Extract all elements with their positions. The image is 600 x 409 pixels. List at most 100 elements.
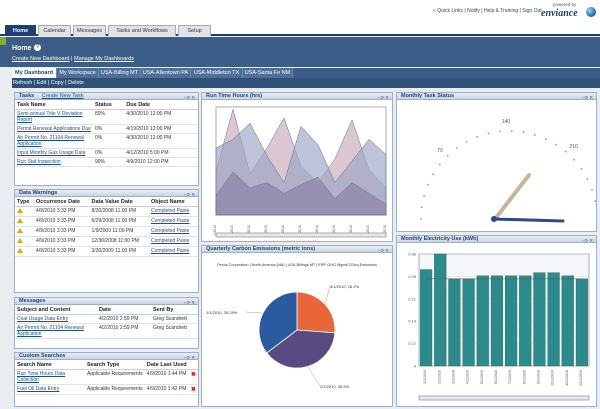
tab-home[interactable]: Home — [5, 25, 36, 36]
x-tick-label: 12/1/2010 — [579, 370, 583, 386]
x-tick-label: 10/2010 — [366, 225, 370, 238]
x-tick-label: 11/2010 — [383, 225, 387, 237]
tasks-panel: Tasks Create New Task ▫⟳✕ Task Name Stat… — [14, 92, 199, 186]
panel-controls[interactable]: ▫⟳✕ — [183, 95, 196, 100]
x-tick-label: 11/1/2010 — [565, 370, 569, 386]
warning-icon — [15, 246, 34, 257]
dash-tab-allentown[interactable]: USA-Allentown PA — [141, 68, 191, 78]
page-title: Home — [12, 45, 32, 52]
dash-tab-billing[interactable]: USA-Billing MT — [99, 68, 141, 78]
messages-panel: Messages ▫⟳✕ Subject and Content Date Se… — [14, 297, 199, 349]
gauge-dot — [432, 173, 435, 176]
warning-icon — [15, 206, 34, 217]
table-row[interactable]: Semi-annual Title V Deviation Report 80%… — [15, 109, 198, 125]
bar — [420, 269, 433, 367]
delete-icon[interactable]: ✖ — [188, 384, 198, 395]
table-row[interactable]: Fuel Oil Data Entry Applicable Requireme… — [15, 384, 198, 395]
delete-link[interactable]: Delete — [68, 80, 84, 86]
x-tick-label: 6/1/2010 — [494, 370, 498, 384]
panel-controls[interactable]: ▫⟳✕ — [183, 192, 196, 197]
table-row[interactable]: 4/9/2010 3:33 PM 8/30/2008 11:00 PM Comp… — [15, 206, 198, 217]
chart-scrollbar — [215, 232, 387, 238]
panel-controls[interactable]: ▫⟳✕ — [377, 248, 390, 253]
runtime-header: Run Time Hours (hrs) ▫⟳✕ — [202, 93, 392, 100]
x-tick-label: 1/1/2010 — [423, 370, 427, 384]
x-tick-label: 4/1/2010 — [466, 370, 470, 384]
dash-tab-santa-fe[interactable]: USA-Santa Fe NM — [243, 68, 293, 78]
panel-controls[interactable]: ▫⟳✕ — [183, 355, 196, 360]
gauge-dot — [580, 168, 583, 170]
panel-controls[interactable]: ▫⟳✕ — [581, 238, 594, 243]
gauge-dot — [594, 200, 596, 203]
dash-tab-middleton[interactable]: USA-Middleton TX — [191, 68, 243, 78]
dashboard-actions: Refresh | Edit | Copy | Delete — [12, 78, 600, 88]
table-row[interactable]: Run Stat Inspection 90% 4/9/2010 12:00 P… — [15, 157, 198, 167]
gauge-dot — [438, 163, 441, 166]
bar — [575, 278, 589, 367]
manage-dashboards-link[interactable]: Manage My Dashboards — [73, 56, 134, 62]
bar — [547, 272, 560, 367]
table-row[interactable]: Coal Usage Data Entry 4/2/2010 2:59 PM G… — [15, 314, 198, 324]
bar — [504, 275, 518, 367]
table-row[interactable]: Permit Renewal Applications Due 0% 4/19/… — [15, 124, 198, 134]
y-tick-label: 0.21 — [408, 296, 417, 301]
create-dashboard-link[interactable]: Create New Dashboard — [12, 56, 70, 62]
globe-icon — [586, 7, 596, 17]
panel-controls[interactable]: ▫⟳✕ — [581, 95, 594, 100]
pie-label: 1/1/2010, 35.29% — [206, 310, 238, 315]
x-tick-label: 5/2010 — [281, 225, 285, 236]
table-row[interactable]: Air Permit No. 21104 Renewal Application… — [15, 323, 198, 339]
gauge-dot — [544, 138, 547, 140]
panel-controls[interactable]: ▫⟳✕ — [183, 300, 196, 305]
dash-tab-my-dashboard[interactable]: My Dashboard — [12, 68, 57, 78]
carbon-panel: Quarterly Carbon Emissions (metric tons)… — [201, 245, 393, 407]
dashboard-tabs: My Dashboard My Workspace USA-Billing MT… — [12, 68, 600, 78]
gauge-dot — [533, 133, 536, 136]
warnings-table: Type Occurrence Date Data Value Date Obj… — [15, 198, 198, 257]
refresh-link[interactable]: Refresh — [13, 80, 33, 86]
delete-icon[interactable]: ✖ — [188, 369, 198, 385]
help-icon[interactable]: ? — [34, 44, 41, 51]
table-row[interactable]: 4/9/2010 3:33 PM 3/30/2009 11:00 PM Comp… — [15, 246, 198, 257]
messages-table: Subject and Content Date Sent By Coal Us… — [15, 306, 198, 339]
bar — [448, 278, 461, 367]
x-tick-label: 6/2010 — [298, 225, 302, 236]
gauge-dot — [423, 194, 426, 197]
table-row[interactable]: Run Time Hours Data Collection Applicabl… — [15, 369, 198, 385]
task-status-gauge: 70140210280 — [420, 119, 596, 225]
bar — [462, 278, 475, 367]
edit-link[interactable]: Edit — [36, 80, 47, 86]
warning-icon — [15, 216, 34, 227]
gauge-dot — [420, 206, 423, 209]
tab-setup[interactable]: Setup — [178, 25, 211, 36]
tab-tasks-workflows[interactable]: Tasks and Workflows — [108, 25, 176, 36]
chart-subtitle: Pecos Corporation | North America (NA) |… — [217, 263, 377, 267]
x-tick-label: 9/1/2010 — [536, 370, 540, 384]
warning-icon — [15, 226, 34, 237]
top-bar: « Quick Links | Notify | Help & Training… — [0, 0, 600, 24]
panel-controls[interactable]: ▫⟳✕ — [377, 95, 390, 100]
enviance-logo: powered by enviance — [541, 2, 599, 20]
tab-calendar[interactable]: Calendar — [38, 25, 71, 36]
create-task-link[interactable]: Create New Task — [41, 93, 84, 99]
side-toggle[interactable] — [0, 37, 6, 45]
carbon-header: Quarterly Carbon Emissions (metric tons)… — [202, 246, 392, 253]
gauge-tick-label: 210 — [569, 144, 578, 150]
copy-link[interactable]: Copy — [50, 80, 64, 86]
table-row[interactable]: 4/9/2010 3:33 PM 6/29/2008 11:00 PM Comp… — [15, 216, 198, 227]
quick-links[interactable]: « Quick Links | Notify | Help & Training… — [433, 8, 542, 14]
table-row[interactable]: 4/9/2010 3:33 PM 12/30/2008 11:00 PM Com… — [15, 236, 198, 247]
table-row[interactable]: Air Permit No. 21104 Renewal Application… — [15, 133, 198, 149]
table-row[interactable]: Input Monthly Gas Usage Data 0% 4/12/201… — [15, 148, 198, 158]
pie-slice — [258, 291, 298, 354]
searches-table: Search Name Search Type Date Last Used R… — [15, 361, 198, 395]
gauge-dot — [446, 154, 449, 157]
pie-leader-line — [324, 285, 331, 305]
dash-tab-my-workspace[interactable]: My Workspace — [57, 68, 99, 78]
table-row[interactable]: 4/9/2010 3:33 PM 1/9/2009 11:00 PM Compl… — [15, 226, 198, 237]
pie-leader-line — [245, 311, 263, 314]
tab-messages[interactable]: Messages — [73, 25, 106, 36]
pie-leader-line — [307, 366, 321, 387]
gauge-dot — [573, 158, 575, 161]
bar — [490, 275, 503, 367]
